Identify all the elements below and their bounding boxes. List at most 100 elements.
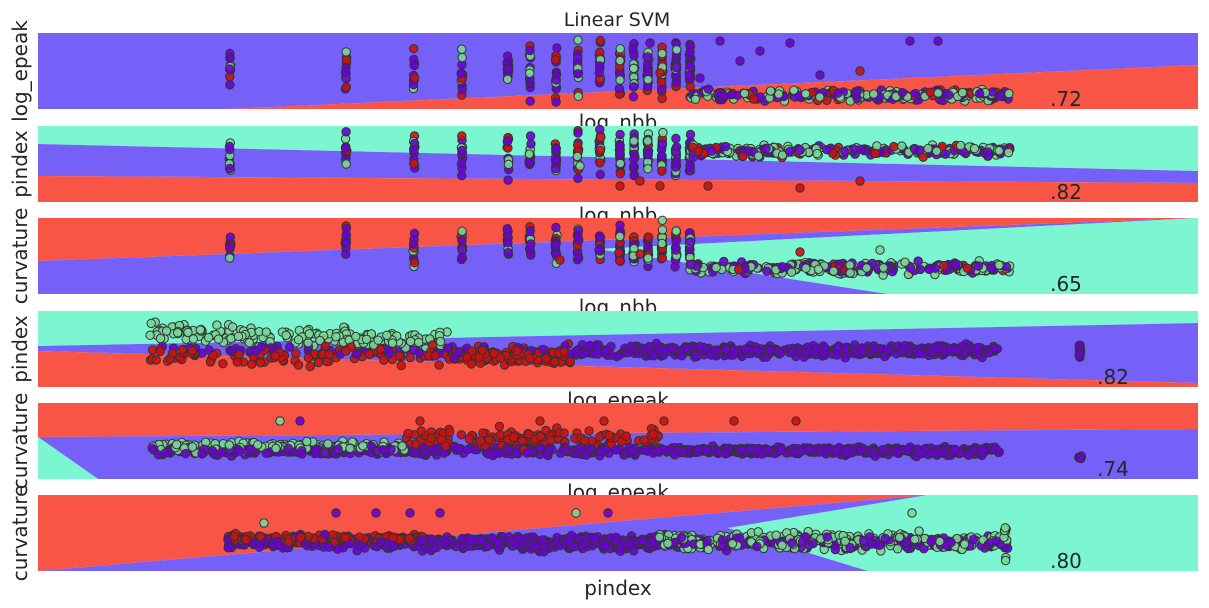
data-point-red xyxy=(409,73,420,83)
data-point-green xyxy=(187,442,198,452)
data-point-purple xyxy=(629,161,639,171)
data-point-purple xyxy=(234,446,245,456)
data-point-purple xyxy=(531,541,541,551)
data-point-purple xyxy=(409,60,419,71)
data-point-purple xyxy=(703,84,714,94)
data-point-purple xyxy=(657,151,667,161)
data-point-purple xyxy=(787,348,798,358)
data-point-green xyxy=(828,266,839,276)
data-point-purple xyxy=(991,536,1001,546)
data-point-green xyxy=(225,253,235,263)
data-point-red xyxy=(550,357,560,367)
data-point-purple xyxy=(552,43,562,53)
data-point-purple xyxy=(671,77,681,87)
data-point-purple xyxy=(573,69,583,79)
data-point-green xyxy=(615,231,625,242)
data-point-red xyxy=(615,256,625,266)
data-point-red xyxy=(409,158,419,169)
data-point-purple xyxy=(615,140,625,151)
data-point-purple xyxy=(822,532,832,542)
data-point-purple xyxy=(995,91,1006,101)
data-point-purple xyxy=(525,131,536,141)
data-point-purple xyxy=(454,444,464,454)
data-point-red xyxy=(445,427,455,437)
data-point-green xyxy=(690,94,701,105)
data-point-purple xyxy=(676,532,687,543)
data-point-purple xyxy=(351,349,361,359)
data-point-red xyxy=(155,346,165,357)
data-point-purple xyxy=(726,90,737,100)
data-point-green xyxy=(155,333,166,344)
data-point-green xyxy=(789,85,799,95)
data-point-purple xyxy=(926,347,937,357)
data-point-green xyxy=(629,136,639,146)
y-axis-label: curvature xyxy=(8,393,32,490)
data-point-purple xyxy=(815,70,825,80)
data-point-purple xyxy=(628,43,638,53)
data-point-purple xyxy=(340,143,351,153)
data-point-purple xyxy=(525,226,535,237)
data-point-red xyxy=(555,255,565,265)
data-point-green xyxy=(643,136,653,146)
data-point-purple xyxy=(819,342,829,353)
data-point-red xyxy=(535,431,545,441)
data-point-purple xyxy=(426,534,437,544)
data-point-red xyxy=(409,258,420,268)
y-axis-label: log_epeak xyxy=(8,20,32,122)
data-point-green xyxy=(957,87,968,98)
data-point-red xyxy=(218,359,228,369)
data-point-purple xyxy=(802,342,813,352)
data-point-red xyxy=(241,534,251,545)
data-point-purple xyxy=(573,173,583,183)
data-point-purple xyxy=(874,540,885,550)
data-point-purple xyxy=(903,444,913,455)
data-point-red xyxy=(416,426,426,436)
data-point-purple xyxy=(973,342,983,353)
data-point-green xyxy=(575,161,585,171)
data-point-purple xyxy=(755,46,765,56)
data-point-green xyxy=(892,544,903,554)
data-point-purple xyxy=(223,543,233,553)
data-point-purple xyxy=(457,236,467,246)
data-point-purple xyxy=(414,348,425,358)
data-point-purple xyxy=(926,536,936,547)
data-point-purple xyxy=(685,62,696,72)
data-point-red xyxy=(187,346,198,356)
y-axis-label: pindex xyxy=(8,130,32,198)
data-point-purple xyxy=(409,145,419,156)
data-point-purple xyxy=(978,444,988,455)
data-point-purple xyxy=(457,252,467,262)
data-point-green xyxy=(845,260,855,270)
data-point-purple xyxy=(333,544,343,554)
data-point-green xyxy=(525,68,535,78)
data-point-green xyxy=(524,149,534,159)
data-point-red xyxy=(467,346,477,356)
data-point-red xyxy=(255,358,266,368)
data-point-red xyxy=(434,360,444,370)
data-point-purple xyxy=(734,533,745,543)
data-point-purple xyxy=(435,540,446,550)
data-point-red xyxy=(615,181,625,191)
data-point-purple xyxy=(937,447,947,458)
data-point-red xyxy=(415,416,425,426)
data-point-red xyxy=(411,439,421,449)
data-point-purple xyxy=(510,539,521,549)
data-point-green xyxy=(739,88,750,99)
data-point-purple xyxy=(319,448,329,458)
data-point-red xyxy=(791,416,801,426)
data-point-green xyxy=(786,267,797,277)
data-point-purple xyxy=(901,537,911,548)
data-point-purple xyxy=(524,158,535,168)
data-point-red xyxy=(340,533,351,543)
data-point-green xyxy=(457,226,467,236)
data-point-green xyxy=(753,527,763,537)
data-point-purple xyxy=(785,146,795,157)
data-point-red xyxy=(478,428,488,438)
data-point-green xyxy=(259,518,269,528)
data-point-green xyxy=(1003,147,1014,158)
data-point-green xyxy=(203,332,214,343)
data-point-red xyxy=(167,348,178,358)
data-point-red xyxy=(855,66,865,76)
data-point-green xyxy=(671,226,681,236)
data-point-purple xyxy=(550,155,561,165)
